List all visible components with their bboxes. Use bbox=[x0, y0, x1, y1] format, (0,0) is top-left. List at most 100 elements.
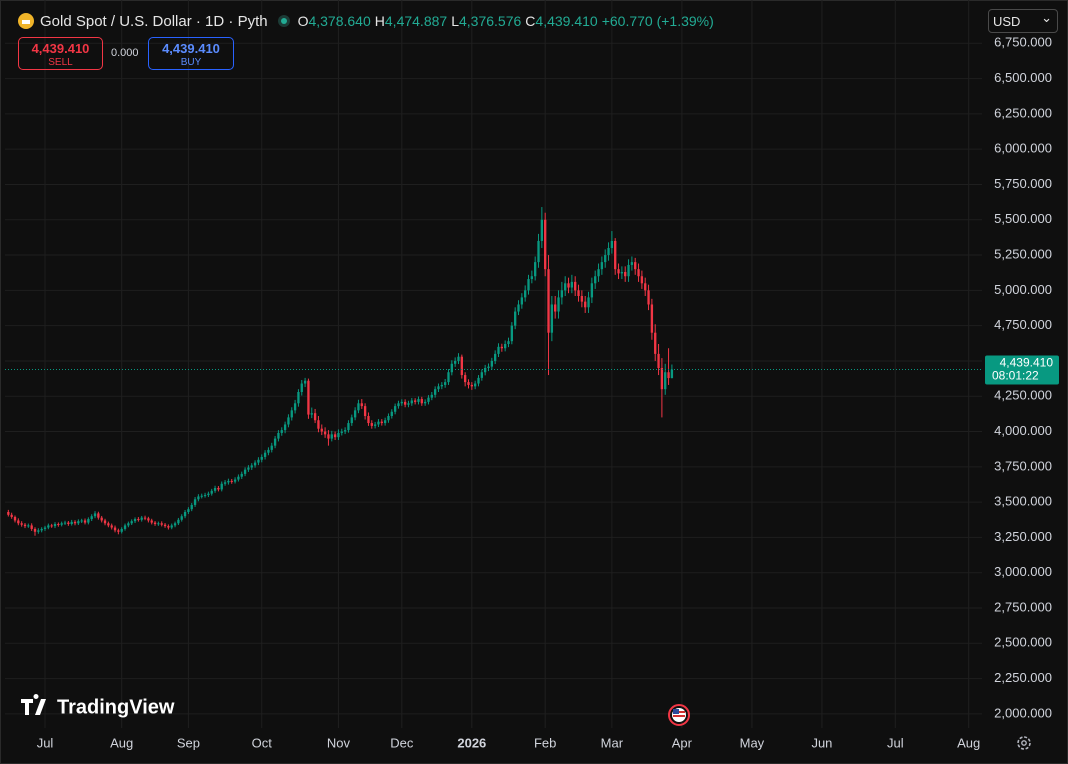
sell-label[interactable]: SELL bbox=[48, 57, 73, 68]
y-tick-label: 2,250.000 bbox=[994, 670, 1052, 685]
candle-body bbox=[177, 519, 180, 524]
candle-body bbox=[430, 394, 433, 398]
candle-body bbox=[290, 410, 293, 418]
candle-body bbox=[554, 304, 557, 312]
candle-body bbox=[133, 519, 137, 522]
candle-body bbox=[103, 520, 107, 524]
candle-body bbox=[537, 240, 540, 263]
sell-price[interactable]: 4,439.410 bbox=[31, 41, 90, 56]
candle-body bbox=[150, 520, 153, 523]
event-ring bbox=[668, 704, 690, 726]
candle-body bbox=[630, 262, 634, 265]
candle-body bbox=[10, 514, 13, 517]
ohlc-value: 4,474.887 bbox=[384, 13, 448, 29]
candle-body bbox=[470, 384, 473, 387]
candle-body bbox=[497, 346, 500, 354]
candle-body bbox=[153, 522, 157, 524]
logo-text: TradingView bbox=[57, 696, 175, 718]
candle-body bbox=[160, 523, 163, 525]
candle-body bbox=[243, 469, 247, 474]
candle-body bbox=[670, 369, 674, 379]
candle-body bbox=[620, 272, 624, 274]
candle-body bbox=[397, 403, 400, 407]
candle-body bbox=[203, 495, 207, 497]
x-tick-label: 2026 bbox=[457, 735, 486, 750]
sell-button[interactable]: 4,439.410 SELL bbox=[18, 37, 103, 70]
candle-body bbox=[367, 416, 370, 424]
candle-body bbox=[107, 523, 110, 526]
candle-body bbox=[500, 346, 504, 349]
y-tick-label: 5,000.000 bbox=[994, 282, 1052, 297]
buy-label[interactable]: BUY bbox=[180, 57, 202, 68]
x-tick-label: Dec bbox=[390, 735, 414, 750]
gear-inner[interactable] bbox=[1021, 740, 1027, 746]
candle-body bbox=[453, 360, 457, 364]
logo-icon bbox=[21, 694, 46, 715]
candle-body bbox=[157, 523, 160, 525]
candle-body bbox=[547, 269, 550, 333]
candle-body bbox=[33, 528, 37, 532]
candle-body bbox=[30, 525, 33, 529]
x-tick-label: Aug bbox=[110, 735, 133, 750]
candle-body bbox=[423, 401, 427, 404]
buy-price[interactable]: 4,439.410 bbox=[162, 41, 220, 56]
candle-body bbox=[170, 525, 173, 528]
symbol: Gold Spot / U.S. Dollar · 1D · Pyth bbox=[40, 12, 268, 30]
candle-body bbox=[120, 528, 123, 532]
candle-body bbox=[644, 283, 647, 291]
buy-button[interactable]: 4,439.410 BUY bbox=[148, 37, 234, 70]
candle-body bbox=[240, 473, 243, 477]
candle-body bbox=[627, 264, 630, 277]
candle-body bbox=[280, 430, 283, 433]
candle-body bbox=[530, 276, 534, 280]
y-tick-label: 2,750.000 bbox=[994, 599, 1052, 614]
candle-body bbox=[210, 490, 213, 494]
x-tick-label: Mar bbox=[601, 735, 624, 750]
last-price-label: 4,439.410 bbox=[1000, 356, 1054, 370]
currency-select[interactable]: USD bbox=[988, 9, 1058, 33]
candle-body bbox=[527, 279, 530, 291]
candle-body bbox=[70, 521, 73, 524]
y-tick-label: 3,000.000 bbox=[994, 564, 1052, 579]
candle-body bbox=[510, 325, 514, 342]
candle-body bbox=[534, 262, 537, 277]
candle-body bbox=[654, 332, 657, 354]
candle-body bbox=[117, 530, 120, 532]
gear-outer[interactable] bbox=[1017, 736, 1031, 750]
ohlc: O4,378.640 H4,474.887 L4,376.576 C4,439.410 bbox=[298, 13, 602, 29]
candle-body bbox=[427, 397, 430, 402]
candle-body bbox=[574, 281, 577, 291]
candle-body bbox=[373, 424, 377, 426]
candle-body bbox=[227, 480, 230, 483]
candle-body bbox=[594, 276, 597, 284]
x-tick-label: Feb bbox=[534, 735, 556, 750]
candle-body bbox=[143, 517, 147, 519]
candle-body bbox=[520, 297, 524, 305]
candle-body bbox=[550, 304, 554, 333]
candle-body bbox=[390, 411, 393, 416]
settings-gear[interactable] bbox=[1017, 736, 1031, 750]
candle-body bbox=[293, 403, 297, 411]
candle-body bbox=[330, 434, 333, 439]
candle-body bbox=[477, 377, 480, 384]
candle-body bbox=[380, 421, 383, 424]
candle-body bbox=[610, 240, 614, 248]
y-tick-label: 3,750.000 bbox=[994, 458, 1052, 473]
candle-body bbox=[480, 372, 483, 378]
y-tick-label: 4,250.000 bbox=[994, 388, 1052, 403]
candle-body bbox=[567, 283, 570, 288]
candle-body bbox=[60, 523, 63, 525]
candle-body bbox=[340, 431, 343, 433]
candle-body bbox=[310, 413, 313, 415]
grid bbox=[5, 0, 982, 728]
candle-body bbox=[317, 420, 320, 429]
change: +60.770 (+1.39%) bbox=[601, 13, 714, 29]
candle-body bbox=[267, 449, 270, 453]
candle-body bbox=[260, 456, 263, 460]
candle-body bbox=[247, 467, 250, 470]
candle-body bbox=[63, 522, 67, 524]
candle-body bbox=[443, 382, 447, 385]
candle-body bbox=[320, 428, 323, 432]
